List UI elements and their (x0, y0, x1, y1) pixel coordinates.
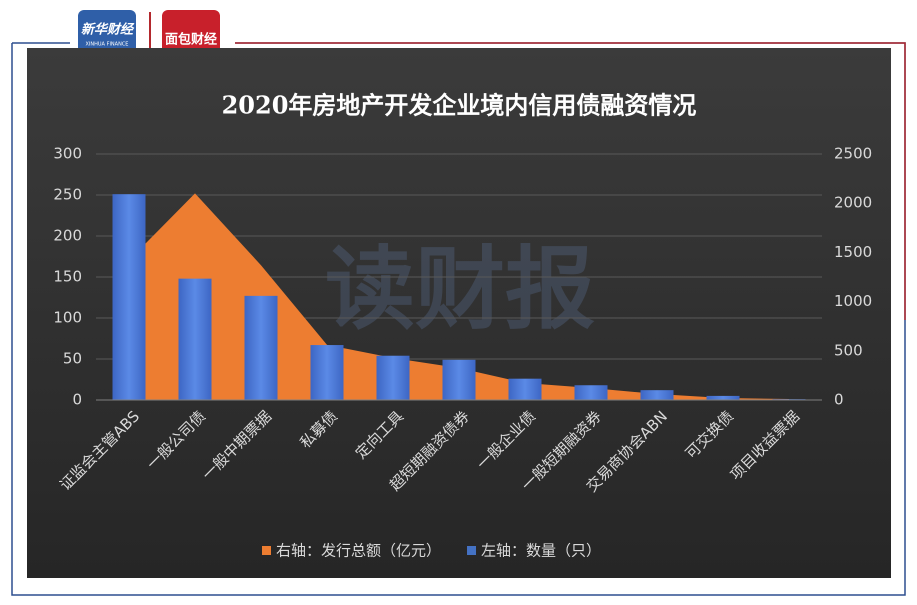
y-tick-label: 150 (53, 268, 82, 286)
bar (244, 295, 278, 400)
y-tick-label: 100 (53, 309, 82, 327)
y-tick-label: 50 (63, 350, 82, 368)
area (129, 193, 789, 400)
bar (310, 345, 344, 400)
chart-title: 2020年房地产开发企业境内信用债融资情况 (222, 91, 697, 120)
y2-tick-label: 1000 (834, 292, 872, 310)
y-tick-label: 250 (53, 186, 82, 204)
y2-tick-label: 2500 (834, 145, 872, 163)
y2-tick-label: 0 (834, 391, 844, 409)
y-tick-label: 0 (72, 391, 82, 409)
logo-text: 新华财经 (81, 22, 135, 38)
y2-tick-label: 1500 (834, 243, 872, 261)
y-tick-label: 200 (53, 227, 82, 245)
bar (178, 278, 212, 400)
bar (574, 385, 608, 400)
logo-subtext: XINHUA FINANCE (86, 42, 129, 48)
frame-accent (235, 42, 906, 320)
bar (442, 359, 476, 400)
legend-swatch (467, 546, 477, 555)
y2-tick-label: 500 (834, 341, 863, 359)
watermark: 读财报 (325, 237, 595, 342)
bar (706, 395, 740, 400)
legend-swatch (262, 546, 271, 555)
bar (376, 355, 410, 400)
y-tick-label: 300 (53, 145, 82, 163)
y2-tick-label: 2000 (834, 194, 872, 212)
bar (508, 378, 542, 400)
bar (112, 194, 146, 400)
bar (640, 390, 674, 400)
logo2-text: 面包财经 (165, 32, 217, 48)
legend-label: 右轴：发行总额（亿元） (276, 542, 441, 560)
legend-label: 左轴：数量（只） (481, 542, 601, 560)
